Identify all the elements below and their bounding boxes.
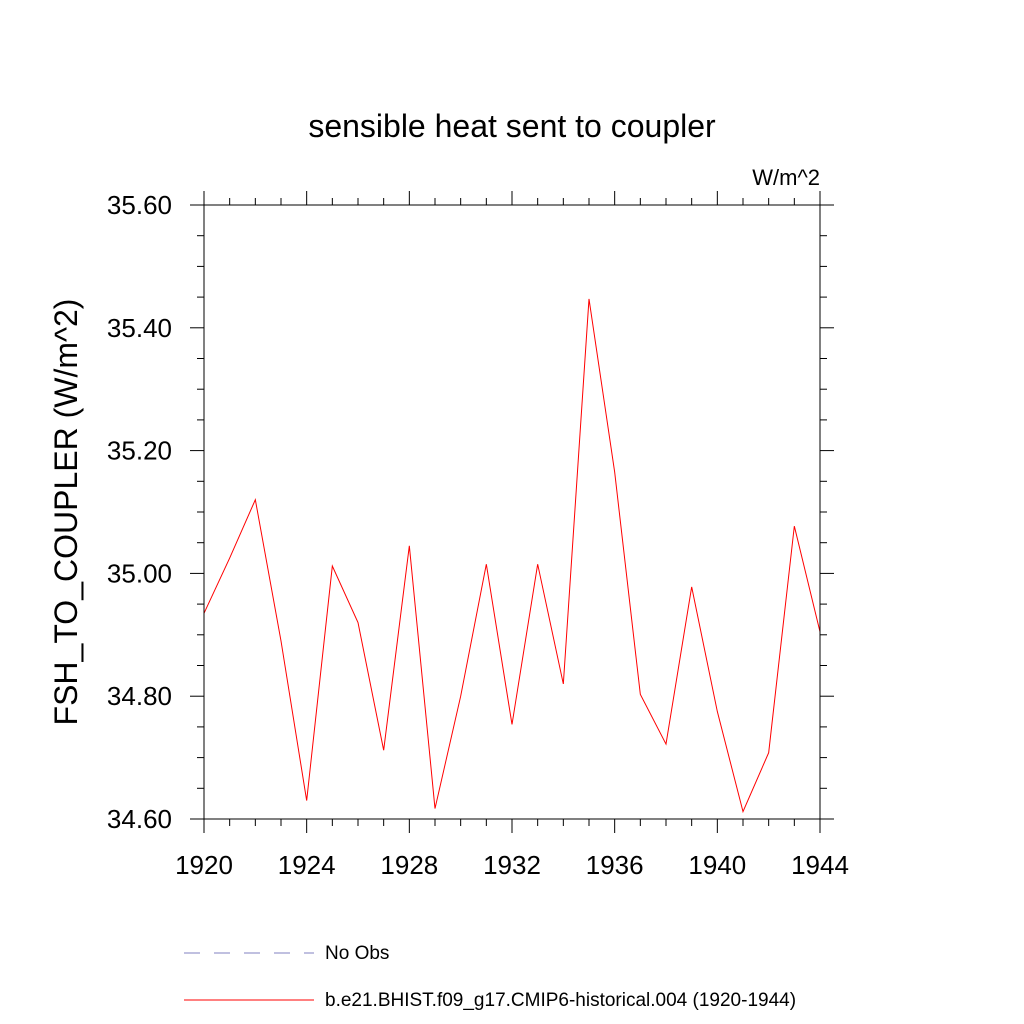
legend-label-historical: b.e21.BHIST.f09_g17.CMIP6-historical.004… <box>325 990 796 1011</box>
x-tick-label: 1932 <box>483 850 541 880</box>
y-tick-label: 35.20 <box>107 436 172 466</box>
x-tick-label: 1940 <box>688 850 746 880</box>
axes-layer <box>203 204 821 820</box>
plot-frame <box>203 204 821 820</box>
y-tick-label: 35.00 <box>107 558 172 588</box>
x-tick-label: 1928 <box>380 850 438 880</box>
x-tick-label: 1936 <box>586 850 644 880</box>
tick-labels-layer: 1920 1924 1928 1932 1936 1940 1944 34.60 34.80 35… <box>107 190 849 880</box>
x-tick-label: 1944 <box>791 850 849 880</box>
chart-title: sensible heat sent to coupler <box>308 108 716 144</box>
x-tick-label: 1920 <box>175 850 233 880</box>
y-tick-label: 35.40 <box>107 313 172 343</box>
y-axis-label: FSH_TO_COUPLER (W/m^2) <box>48 299 84 726</box>
legend: No Obs b.e21.BHIST.f09_g17.CMIP6-histori… <box>184 943 796 1011</box>
series-line-1 <box>203 298 821 814</box>
ticks-layer <box>190 191 834 833</box>
y-tick-label: 34.80 <box>107 681 172 711</box>
legend-label-no-obs: No Obs <box>325 943 389 964</box>
series-layer <box>203 298 821 814</box>
y-tick-label: 35.60 <box>107 190 172 220</box>
units-label: W/m^2 <box>752 165 820 190</box>
y-tick-label: 34.60 <box>107 804 172 834</box>
x-tick-label: 1924 <box>278 850 336 880</box>
